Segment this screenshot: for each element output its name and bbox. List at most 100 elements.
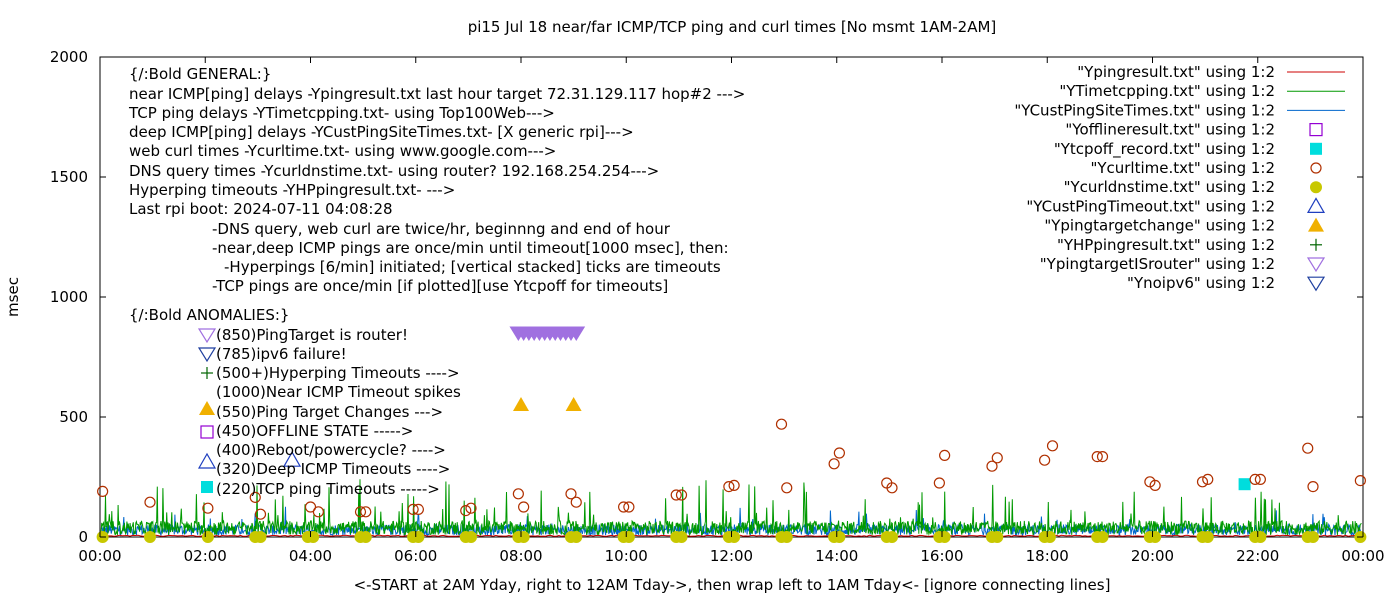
- series-6-point: [570, 531, 583, 543]
- anomaly-symbol: [201, 367, 213, 379]
- series-5-point: [675, 489, 688, 501]
- legend-entry-label: "Ypingtargetchange" using 1:2: [1044, 217, 1275, 235]
- marker-shape: [1254, 473, 1266, 485]
- marker-shape: [1306, 257, 1326, 273]
- annotation-line: Last rpi boot: 2024-07-11 04:08:28: [129, 200, 393, 218]
- legend-entry-label: "Ypingresult.txt" using 1:2: [1077, 63, 1275, 81]
- marker-shape: [1149, 479, 1161, 491]
- legend-swatch: [1310, 142, 1322, 155]
- legend-entry-label: "Yofflineresult.txt" using 1:2: [1065, 121, 1275, 139]
- series-5-point: [723, 481, 735, 493]
- series-5-point: [304, 501, 317, 513]
- series-6-point: [1201, 531, 1214, 543]
- anomaly-symbol: [200, 425, 214, 439]
- marker-shape: [1302, 442, 1314, 454]
- marker-shape: [1196, 476, 1209, 488]
- marker-shape: [307, 531, 320, 543]
- series-5-point: [465, 502, 477, 514]
- marker-shape: [1249, 473, 1261, 485]
- marker-shape: [565, 488, 577, 500]
- series-5-point: [460, 505, 472, 517]
- series-5-point: [1039, 454, 1051, 466]
- marker-shape: [412, 531, 425, 543]
- series-5-point: [360, 506, 372, 518]
- x-tick-label: 20:00: [1131, 547, 1174, 565]
- series-6-point: [143, 531, 156, 543]
- annotation-line: (320)Deep ICMP Timeouts ---->: [216, 460, 450, 478]
- marker-shape: [1039, 454, 1051, 466]
- series-6-point: [201, 531, 214, 543]
- series-5-point: [144, 496, 156, 508]
- series-6-point: [1043, 531, 1056, 543]
- marker-shape: [1307, 531, 1320, 543]
- series-5-point: [933, 477, 945, 489]
- series-5-point: [1254, 473, 1266, 485]
- legend-entry-label: "Ycurltime.txt" using 1:2: [1090, 159, 1275, 177]
- marker-shape: [197, 347, 217, 363]
- x-axis-ticks: 00:00 02:00 04:00 06:00 08:00 10:00 12:00 14:00…: [78, 57, 1385, 565]
- x-tick-label: 16:00: [920, 547, 963, 565]
- marker-shape: [886, 482, 898, 494]
- anomaly-symbol: [197, 452, 217, 469]
- anomaly-symbol: [201, 481, 213, 493]
- marker-shape: [991, 452, 1003, 464]
- series-6-point: [622, 531, 635, 543]
- series-5-point: [623, 501, 635, 513]
- marker-shape: [518, 501, 530, 513]
- legend-entry-label: "Ynoipv6" using 1:2: [1127, 274, 1275, 292]
- series-7-point: [283, 450, 302, 467]
- marker-shape: [199, 401, 215, 415]
- y-tick-label: 2000: [50, 48, 88, 66]
- series-6-point: [1149, 531, 1162, 543]
- marker-shape: [1309, 122, 1323, 137]
- series-5-point: [1096, 451, 1109, 463]
- marker-shape: [1307, 481, 1319, 493]
- marker-shape: [513, 397, 529, 411]
- marker-shape: [675, 531, 688, 543]
- series-5-point: [775, 418, 788, 430]
- marker-shape: [465, 502, 477, 514]
- series-5-point: [570, 496, 582, 508]
- legend: "Ypingresult.txt" using 1:2"YTimetcpping…: [1014, 63, 1345, 292]
- series-6-point: [938, 531, 951, 543]
- marker-shape: [359, 531, 372, 543]
- marker-shape: [986, 460, 998, 472]
- annotation-line: {/:Bold ANOMALIES:}: [129, 306, 289, 324]
- series-6-point: [359, 531, 372, 543]
- series-5-point: [1307, 481, 1319, 493]
- series-6-point: [517, 531, 530, 543]
- series-5-point: [1202, 473, 1214, 485]
- annotation-line: deep ICMP[ping] delays -YCustPingSiteTim…: [129, 123, 634, 141]
- annotation-line: (450)OFFLINE STATE ----->: [216, 422, 413, 440]
- marker-shape: [565, 397, 582, 411]
- annotation-line: (220)TCP ping Timeouts ----->: [216, 480, 440, 498]
- annotation-line: (550)Ping Target Changes --->: [216, 403, 443, 421]
- series-5-point: [1149, 479, 1161, 491]
- series-5-point: [1196, 476, 1209, 488]
- marker-shape: [623, 501, 635, 513]
- series-6-point: [412, 531, 425, 543]
- series-5-point: [249, 491, 261, 503]
- marker-shape: [304, 501, 317, 513]
- series-5-point: [1046, 440, 1059, 452]
- y-tick-label: 1500: [50, 168, 88, 186]
- series-5-point: [833, 447, 845, 459]
- marker-shape: [780, 531, 793, 543]
- marker-shape: [1046, 440, 1059, 452]
- marker-shape: [1149, 531, 1162, 543]
- series-5-point: [991, 452, 1003, 464]
- legend-entry-label: "Ycurldnstime.txt" using 1:2: [1064, 178, 1275, 196]
- series-5-point: [1354, 475, 1366, 487]
- marker-shape: [143, 531, 156, 543]
- y-axis-label: msec: [4, 277, 22, 317]
- series-6-point: [307, 531, 320, 543]
- marker-shape: [97, 485, 109, 497]
- y-tick-label: 0: [78, 528, 88, 546]
- marker-shape: [465, 531, 478, 543]
- anomaly-symbol: [197, 328, 217, 344]
- marker-shape: [938, 531, 951, 543]
- series-5-point: [407, 503, 419, 515]
- marker-shape: [201, 531, 214, 543]
- series-5-point: [512, 488, 524, 500]
